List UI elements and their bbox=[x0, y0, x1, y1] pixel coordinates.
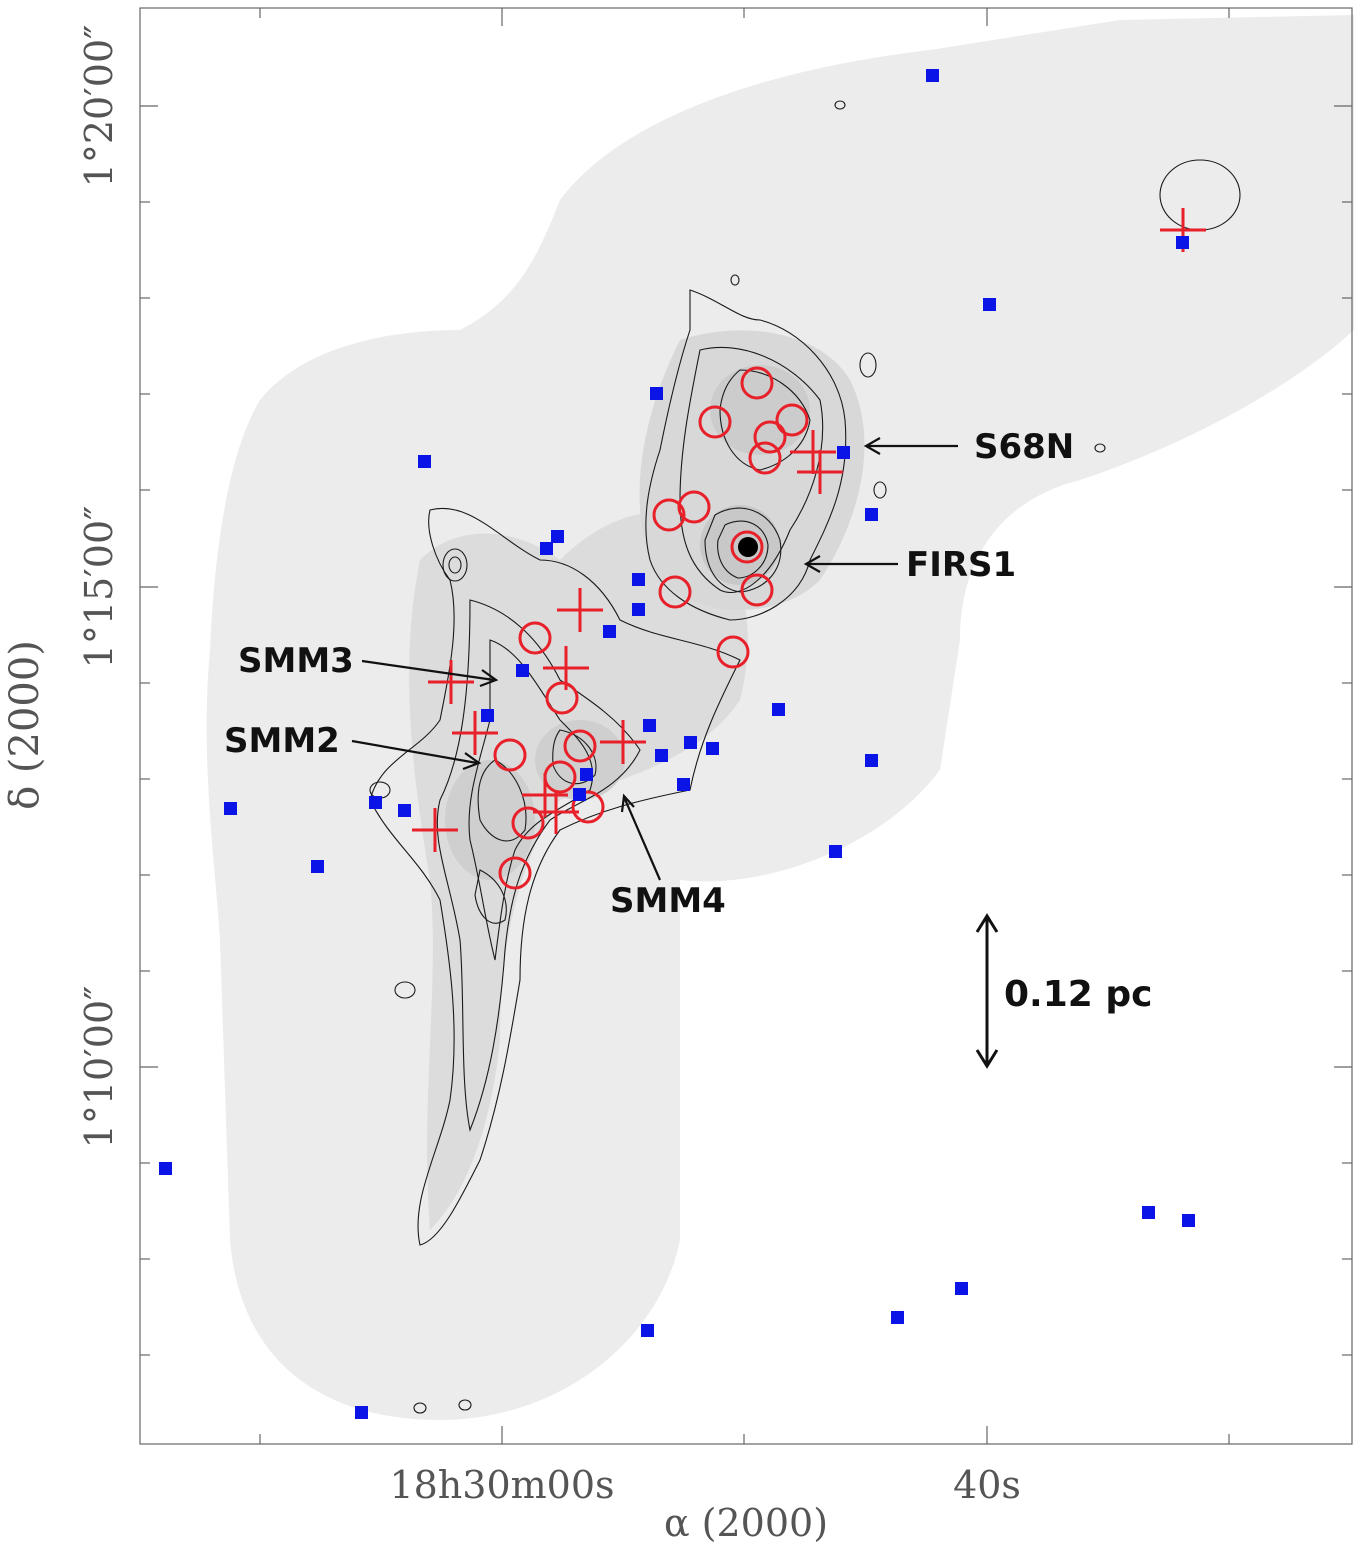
cross-marker bbox=[452, 711, 498, 755]
y-tick-label: 1°20′00″ bbox=[77, 25, 121, 188]
circle-marker bbox=[748, 441, 782, 475]
firs1-core bbox=[738, 537, 758, 557]
x-axis-label: α (2000) bbox=[664, 1501, 828, 1545]
circle-marker bbox=[652, 498, 686, 532]
square-marker bbox=[641, 1324, 654, 1337]
annotation-s68n: S68N bbox=[974, 427, 1074, 467]
y-tick-label: 1°10′00″ bbox=[77, 986, 121, 1149]
cross-marker bbox=[600, 720, 646, 764]
annotation-smm3: SMM3 bbox=[238, 641, 354, 681]
square-marker bbox=[540, 542, 553, 555]
circle-marker bbox=[698, 405, 732, 439]
square-marker bbox=[1142, 1206, 1155, 1219]
square-marker bbox=[580, 768, 593, 781]
square-marker bbox=[983, 298, 996, 311]
plot-frame bbox=[139, 7, 1353, 1445]
annotation-smm2: SMM2 bbox=[224, 721, 340, 761]
cross-marker bbox=[522, 773, 568, 817]
square-marker bbox=[481, 709, 494, 722]
circle-marker bbox=[753, 420, 787, 454]
square-marker bbox=[632, 603, 645, 616]
circle-marker bbox=[740, 573, 774, 607]
square-marker bbox=[516, 664, 529, 677]
square-marker bbox=[926, 69, 939, 82]
cross-marker bbox=[428, 660, 474, 704]
square-marker bbox=[837, 446, 850, 459]
square-marker bbox=[650, 387, 663, 400]
square-marker bbox=[355, 1406, 368, 1419]
scale-bar-label: 0.12 pc bbox=[1004, 974, 1152, 1015]
annotation-arrows bbox=[351, 437, 958, 881]
square-marker bbox=[1182, 1214, 1195, 1227]
square-marker bbox=[829, 845, 842, 858]
circle-marker bbox=[571, 790, 605, 824]
circle-marker bbox=[658, 575, 692, 609]
cross-marker bbox=[412, 808, 458, 852]
circle-marker bbox=[511, 806, 545, 840]
square-marker bbox=[865, 754, 878, 767]
circle-marker bbox=[518, 621, 552, 655]
square-marker bbox=[706, 742, 719, 755]
circle-marker bbox=[545, 681, 579, 715]
square-marker bbox=[677, 778, 690, 791]
red-circle-markers bbox=[493, 366, 809, 890]
square-marker bbox=[573, 788, 586, 801]
square-marker bbox=[369, 796, 382, 809]
circle-marker bbox=[730, 530, 764, 564]
cross-marker bbox=[790, 430, 836, 474]
square-marker bbox=[311, 860, 324, 873]
square-marker bbox=[955, 1282, 968, 1295]
scale-bar bbox=[975, 913, 999, 1069]
y-tick-labels: 1°20′00″ 1°15′00″ 1°10′00″ bbox=[77, 25, 121, 1149]
map-background bbox=[206, 15, 1354, 1420]
square-marker bbox=[865, 508, 878, 521]
annotation-firs1: FIRS1 bbox=[906, 545, 1016, 585]
square-marker bbox=[418, 455, 431, 468]
y-tick-label: 1°15′00″ bbox=[77, 506, 121, 669]
cross-marker bbox=[797, 450, 843, 494]
square-marker bbox=[891, 1311, 904, 1324]
square-marker bbox=[643, 719, 656, 732]
square-marker bbox=[632, 573, 645, 586]
circle-marker bbox=[563, 729, 597, 763]
square-marker bbox=[655, 749, 668, 762]
intensity-contours bbox=[369, 100, 1241, 1414]
square-marker bbox=[159, 1162, 172, 1175]
circle-marker bbox=[498, 856, 532, 890]
square-marker bbox=[1176, 236, 1189, 249]
cross-marker bbox=[533, 790, 579, 834]
square-marker bbox=[551, 530, 564, 543]
circle-marker bbox=[740, 366, 774, 400]
square-marker bbox=[684, 736, 697, 749]
square-marker bbox=[224, 802, 237, 815]
circle-marker bbox=[493, 738, 527, 772]
annotation-smm4: SMM4 bbox=[610, 881, 726, 921]
square-marker bbox=[603, 625, 616, 638]
blue-square-markers bbox=[159, 69, 1195, 1419]
circle-marker bbox=[775, 403, 809, 437]
square-marker bbox=[398, 804, 411, 817]
cross-marker bbox=[543, 646, 589, 690]
square-marker bbox=[772, 703, 785, 716]
circle-marker bbox=[716, 635, 750, 669]
cross-marker bbox=[557, 588, 603, 632]
circle-marker bbox=[677, 490, 711, 524]
x-tick-label: 18h30m00s bbox=[389, 1463, 614, 1507]
y-axis-label: δ (2000) bbox=[2, 640, 48, 810]
x-tick-label: 40s bbox=[953, 1463, 1021, 1507]
